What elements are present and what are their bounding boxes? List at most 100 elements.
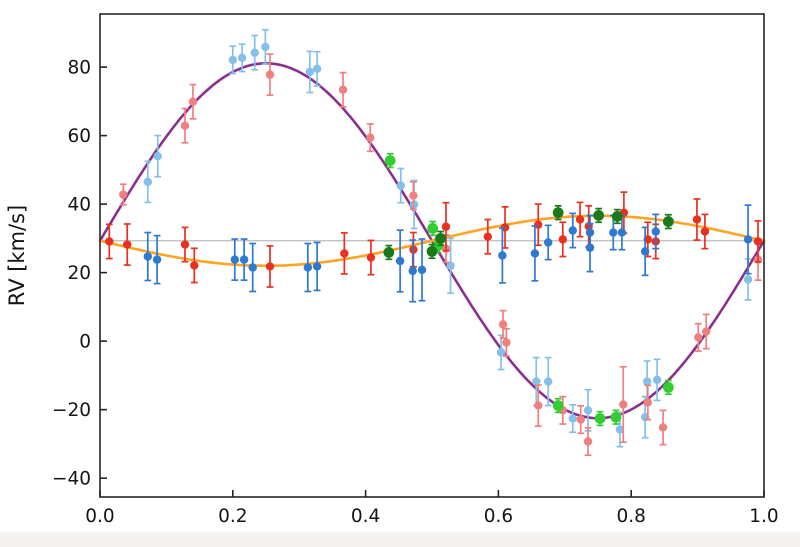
red-rv-points-marker [483,232,492,241]
lightblue-rv-points-marker [446,261,455,270]
red-rv-points-marker [180,240,190,249]
blue-rv-points-marker [408,266,417,276]
blue-rv-points-marker [303,263,313,272]
rv-phase-plot: 0.0 0.2 0.4 0.6 0.8 1.0 −40 −20 0 20 40 60 80 RV [km/… [5,13,779,527]
lightblue-rv-points-marker [743,275,753,284]
lightcoral-rv-points-marker [188,97,198,106]
lightcoral-rv-points-marker [534,401,543,410]
lightblue-rv-points-marker [544,377,553,386]
red-rv-points-marker [366,253,376,262]
lightblue-rv-points-marker [615,425,625,434]
lightblue-rv-points-marker [237,53,247,63]
y-tick-label: 80 [67,58,91,79]
red-rv-points-marker [190,261,199,270]
x-tick-label: 0.4 [351,506,380,527]
blue-rv-points-marker [230,255,239,264]
blue-rv-points-marker [609,228,618,237]
y-tick-label: 40 [67,195,91,216]
blue-rv-points-marker [312,262,322,271]
y-axis-title: RV [km/s] [5,205,29,307]
lightblue-rv-points-marker [228,55,237,65]
darkgreen-rv-points-marker [593,210,605,221]
x-tick-label: 0.2 [218,506,247,527]
darkgreen-rv-points-marker [383,247,395,258]
blue-rv-points-marker [617,228,627,237]
red-rv-points-marker [265,262,275,271]
red-rv-points-marker [700,227,710,236]
lightcoral-rv-points-marker [338,85,348,94]
lightcoral-rv-points-marker [576,415,585,424]
darkgreen-rv-points-marker [435,232,447,244]
red-rv-points-marker [692,215,702,224]
lightblue-rv-points-marker [568,414,577,423]
lightblue-rv-points-marker [261,42,270,52]
lightcoral-rv-points-marker [583,437,593,446]
y-tick-label: 0 [79,332,91,353]
red-rv-points-marker [105,237,114,246]
secondary-rv-model-curve [98,214,766,268]
lightblue-rv-points-marker [642,377,652,386]
lightcoral-rv-points-marker [498,320,508,329]
blue-rv-points-marker [395,256,405,266]
limegreen-rv-points-marker [384,155,396,167]
blue-rv-points-marker [143,252,153,261]
lightblue-rv-points-marker [396,181,405,190]
darkgreen-rv-points-marker [662,216,674,227]
lightcoral-rv-points-marker [265,70,275,79]
red-rv-points-marker [441,222,451,231]
y-tick-label: 60 [67,126,91,147]
lightblue-rv-points-marker [250,48,259,57]
lightblue-rv-points-marker [532,377,541,386]
red-rv-points-marker [753,237,763,246]
bottom-page-strip [0,532,800,547]
darkgreen-rv-points-marker [426,245,438,257]
x-tick-label: 1.0 [749,506,778,527]
red-rv-points-marker [558,235,568,244]
blue-rv-points-marker [568,226,577,235]
lightblue-rv-points-marker [143,177,153,187]
lightcoral-rv-points-marker [502,338,511,347]
lightcoral-rv-points-marker [694,333,703,342]
x-tick-label: 0.6 [484,506,513,527]
y-tick-label: −40 [52,469,91,490]
blue-rv-points-marker [152,255,162,264]
blue-rv-points-marker [585,243,595,252]
limegreen-rv-points-marker [427,223,439,234]
darkgreen-rv-points-marker [611,211,623,222]
blue-rv-points-marker [544,238,553,247]
blue-rv-points-marker [640,247,650,256]
lightcoral-rv-points-marker [702,327,711,336]
darkgreen-rv-points-marker [552,207,564,219]
limegreen-rv-points-marker [662,381,674,393]
limegreen-rv-points-marker [594,413,606,424]
lightcoral-rv-points-marker [643,398,652,407]
red-rv-points-marker [123,240,132,249]
blue-rv-points-marker [417,265,427,275]
blue-rv-points-marker [239,255,249,264]
lightblue-rv-points-marker [583,406,593,415]
lightblue-rv-points-marker [312,64,322,74]
plot-frame [99,13,765,498]
lightcoral-rv-points-marker [180,121,190,130]
limegreen-rv-points-marker [552,400,564,411]
y-tick-label: −20 [52,400,91,421]
lightcoral-rv-points-marker [658,423,668,432]
x-tick-label: 0.8 [616,506,645,527]
blue-rv-points-marker [743,235,753,244]
red-rv-points-marker [575,215,585,224]
lightblue-rv-points-marker [153,151,162,161]
red-rv-points-marker [340,249,349,258]
lightcoral-rv-points-marker [409,191,418,200]
lightblue-rv-points-marker [305,67,315,77]
x-tick-label: 0.0 [85,506,114,527]
blue-rv-points-marker [498,251,507,260]
lightblue-rv-points-marker [652,375,662,385]
lightcoral-rv-points-marker [619,400,628,409]
lightcoral-rv-points-marker [119,190,128,199]
y-tick-label: 20 [67,263,91,284]
blue-rv-points-marker [248,263,257,272]
lightcoral-rv-points-marker [366,133,375,142]
blue-rv-points-marker [530,249,540,258]
blue-rv-points-marker [651,227,660,236]
